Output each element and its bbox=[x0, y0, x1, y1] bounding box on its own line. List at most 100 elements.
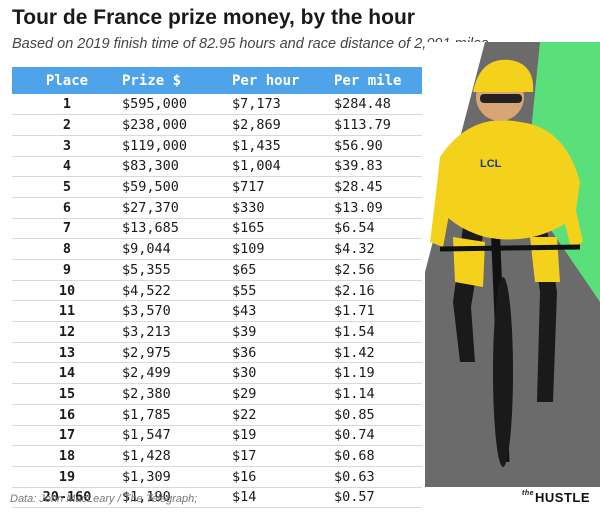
cell-prize: $119,000 bbox=[122, 135, 232, 157]
cell-per-hour: $29 bbox=[232, 383, 334, 405]
header-per-hour: Per hour bbox=[232, 72, 300, 89]
cell-prize: $1,309 bbox=[122, 466, 232, 488]
header-place: Place bbox=[45, 72, 89, 89]
table-row: 5 $59,500 $717 $28.45 bbox=[12, 176, 422, 198]
table-row: 16 $1,785 $22 $0.85 bbox=[12, 404, 422, 426]
cell-per-mile: $0.85 bbox=[334, 404, 422, 426]
cell-prize: $3,213 bbox=[122, 321, 232, 343]
cell-per-hour: $65 bbox=[232, 259, 334, 281]
cell-per-hour: $39 bbox=[232, 321, 334, 343]
cell-per-hour: $165 bbox=[232, 218, 334, 240]
cell-per-mile: $1.19 bbox=[334, 362, 422, 385]
cell-place: 9 bbox=[12, 259, 122, 281]
cell-place: 6 bbox=[12, 197, 122, 219]
prize-table-container: Place Prize $ Per hour Per mile 1 $595,00… bbox=[12, 67, 422, 509]
cell-per-mile: $284.48 bbox=[334, 94, 422, 116]
cell-per-mile: $1.54 bbox=[334, 321, 422, 343]
cell-place: 8 bbox=[12, 238, 122, 260]
table-row: 3 $119,000 $1,435 $56.90 bbox=[12, 135, 422, 157]
table-row: 19 $1,309 $16 $0.63 bbox=[12, 466, 422, 488]
cell-per-mile: $1.42 bbox=[334, 342, 422, 364]
cell-per-mile: $0.74 bbox=[334, 425, 422, 447]
cyclist-left-arm bbox=[430, 162, 457, 247]
cell-place: 7 bbox=[12, 218, 122, 240]
table-row: 20-160 $1,190 $14 $0.57 bbox=[12, 487, 422, 509]
cell-prize: $2,380 bbox=[122, 383, 232, 405]
cell-place: 14 bbox=[12, 362, 122, 385]
cell-place: 2 bbox=[12, 114, 122, 136]
cell-place: 5 bbox=[12, 176, 122, 198]
cell-prize: $2,499 bbox=[122, 362, 232, 385]
table-row: 11 $3,570 $43 $1.71 bbox=[12, 300, 422, 323]
cell-per-mile: $1.71 bbox=[334, 300, 422, 323]
table-header: Place Prize $ Per hour Per mile bbox=[12, 67, 422, 94]
cell-prize: $3,570 bbox=[122, 300, 232, 323]
cyclist-right-arm bbox=[553, 162, 583, 248]
logo-text: HUSTLE bbox=[535, 490, 590, 505]
cell-per-hour: $1,435 bbox=[232, 135, 334, 157]
table-row: 7 $13,685 $165 $6.54 bbox=[12, 218, 422, 240]
source-credit: Data: John MacLeary / The Telegraph; bbox=[10, 493, 198, 505]
table-row: 17 $1,547 $19 $0.74 bbox=[12, 425, 422, 447]
cell-per-hour: $2,869 bbox=[232, 114, 334, 136]
cell-place: 15 bbox=[12, 383, 122, 405]
table-row: 9 $5,355 $65 $2.56 bbox=[12, 259, 422, 281]
cell-per-hour: $16 bbox=[232, 466, 334, 488]
cell-prize: $59,500 bbox=[122, 176, 232, 198]
cell-per-hour: $717 bbox=[232, 176, 334, 198]
cell-prize: $238,000 bbox=[122, 114, 232, 136]
page-subtitle: Based on 2019 finish time of 82.95 hours… bbox=[12, 36, 489, 52]
table-row: 2 $238,000 $2,869 $113.79 bbox=[12, 114, 422, 136]
table-row: 18 $1,428 $17 $0.68 bbox=[12, 445, 422, 467]
cell-per-mile: $0.63 bbox=[334, 466, 422, 488]
helmet bbox=[473, 59, 534, 92]
cell-place: 12 bbox=[12, 321, 122, 343]
cell-per-mile: $6.54 bbox=[334, 218, 422, 240]
cell-prize: $1,547 bbox=[122, 425, 232, 447]
cell-place: 17 bbox=[12, 425, 122, 447]
cell-place: 20-160 bbox=[12, 487, 122, 509]
cell-place: 16 bbox=[12, 404, 122, 426]
cell-per-mile: $0.68 bbox=[334, 445, 422, 467]
cell-per-mile: $2.56 bbox=[334, 259, 422, 281]
cyclist-photo: LCL bbox=[425, 42, 600, 487]
table-row: 15 $2,380 $29 $1.14 bbox=[12, 383, 422, 405]
cell-prize: $27,370 bbox=[122, 197, 232, 219]
cell-prize: $1,190 bbox=[122, 487, 232, 509]
cell-per-hour: $1,004 bbox=[232, 156, 334, 178]
hustle-logo: theHUSTLE bbox=[522, 490, 590, 505]
bike-handlebar bbox=[439, 244, 581, 252]
cell-prize: $1,428 bbox=[122, 445, 232, 467]
cell-per-mile: $1.14 bbox=[334, 383, 422, 405]
cell-place: 19 bbox=[12, 466, 122, 488]
sunglasses bbox=[480, 94, 522, 103]
header-prize: Prize $ bbox=[122, 72, 182, 89]
cell-per-hour: $7,173 bbox=[232, 94, 334, 116]
table-row: 1 $595,000 $7,173 $284.48 bbox=[12, 94, 422, 116]
table-body: 1 $595,000 $7,173 $284.48 2 $238,000 $2,869 $11… bbox=[12, 94, 422, 509]
cell-per-mile: $39.83 bbox=[334, 156, 422, 178]
table-row: 10 $4,522 $55 $2.16 bbox=[12, 280, 422, 302]
cell-prize: $5,355 bbox=[122, 259, 232, 281]
yellow-jersey bbox=[435, 120, 580, 240]
cell-per-hour: $330 bbox=[232, 197, 334, 219]
cell-prize: $2,975 bbox=[122, 342, 232, 364]
header-per-mile: Per mile bbox=[334, 72, 402, 89]
jersey-sponsor-text: LCL bbox=[480, 158, 502, 170]
cell-place: 11 bbox=[12, 300, 122, 323]
table-row: 8 $9,044 $109 $4.32 bbox=[12, 238, 422, 260]
cell-per-hour: $36 bbox=[232, 342, 334, 364]
cell-per-hour: $22 bbox=[232, 404, 334, 426]
cell-place: 10 bbox=[12, 280, 122, 302]
cell-place: 1 bbox=[12, 94, 122, 116]
cell-per-hour: $43 bbox=[232, 300, 334, 323]
table-row: 14 $2,499 $30 $1.19 bbox=[12, 362, 422, 385]
cell-place: 18 bbox=[12, 445, 122, 467]
cell-per-hour: $55 bbox=[232, 280, 334, 302]
cell-per-hour: $17 bbox=[232, 445, 334, 467]
bike-wheel bbox=[493, 277, 513, 467]
cell-per-hour: $109 bbox=[232, 238, 334, 260]
table-row: 12 $3,213 $39 $1.54 bbox=[12, 321, 422, 343]
cell-prize: $595,000 bbox=[122, 94, 232, 116]
logo-prefix: the bbox=[522, 490, 534, 497]
